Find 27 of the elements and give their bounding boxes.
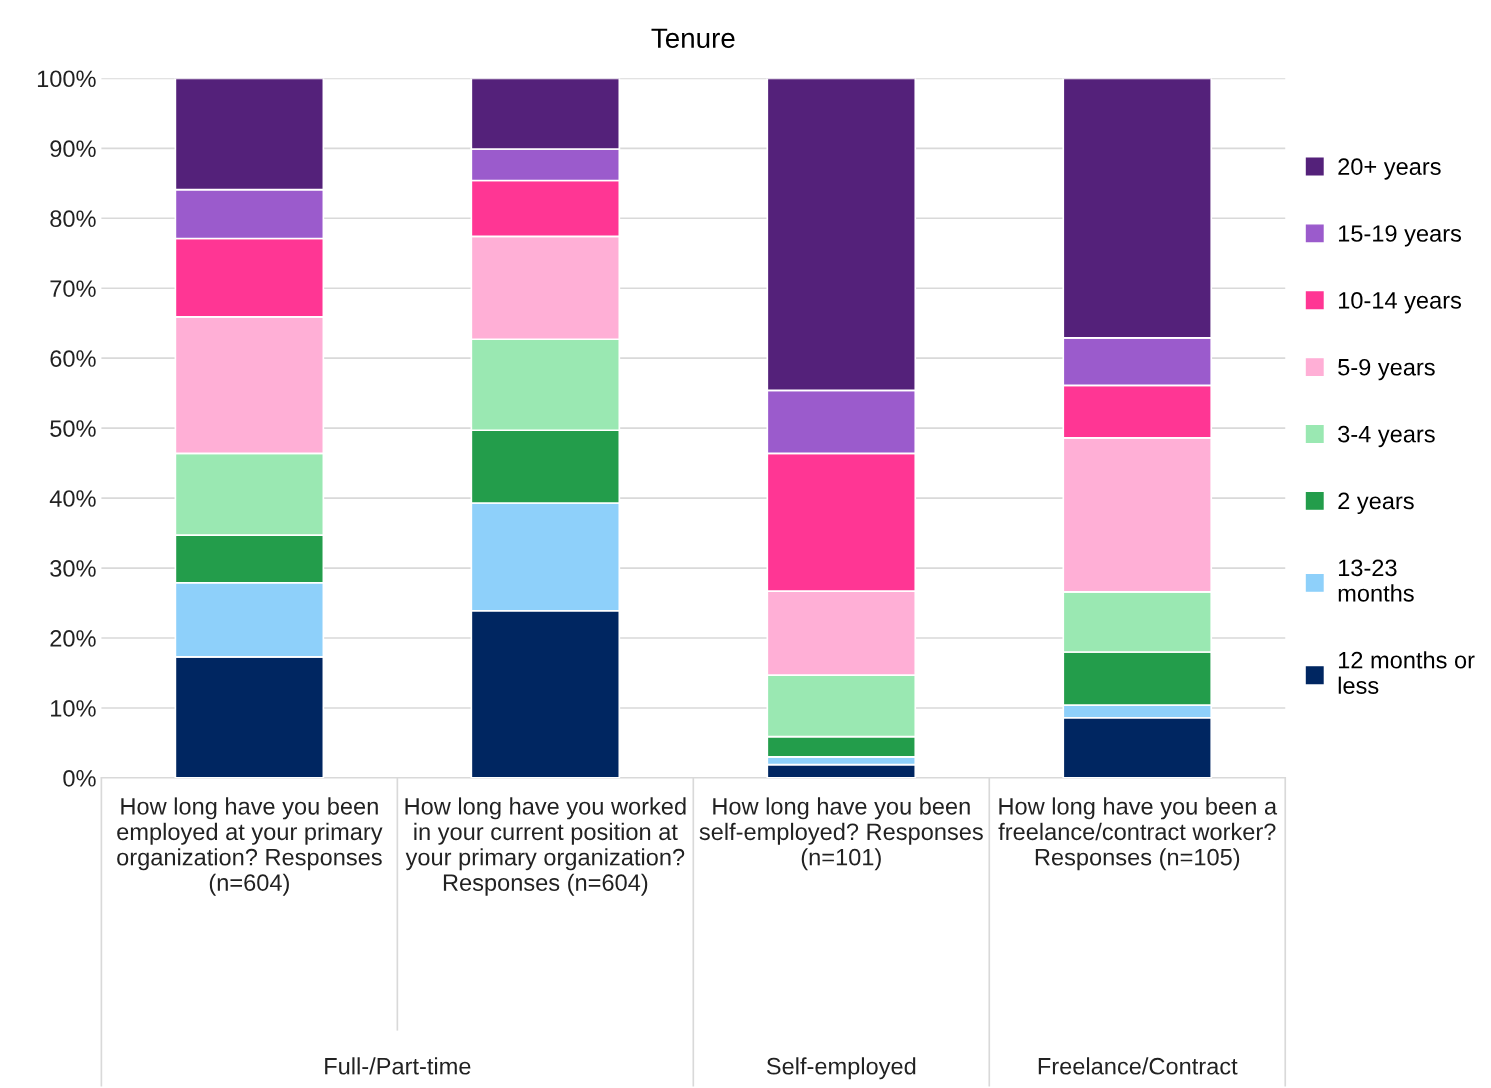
y-tick-label: 10% [51, 700, 96, 717]
y-tick-label: 70% [50, 280, 96, 297]
text: Full-/Part-time [325, 1057, 471, 1075]
y-tick-label: 50% [50, 420, 96, 437]
legend-label: 10-14 years [1338, 292, 1462, 314]
y-tick-label: 100% [37, 70, 96, 88]
y-tick-label: 0% [63, 769, 96, 787]
legend-label: 20+ years [1338, 158, 1441, 180]
text: Self-employed [766, 1057, 916, 1080]
legend-label: 2 years [1338, 492, 1414, 515]
y-tick-label: 20% [50, 630, 96, 647]
text: Freelance/Contract [1038, 1057, 1238, 1075]
x-tick-label: How long have you worked in your current position at your primary organization? Responses (n=604) [405, 797, 686, 896]
y-tick-label: 30% [50, 560, 96, 577]
y-tick-label: 80% [50, 210, 96, 228]
legend-label: 13-23 months [1338, 559, 1414, 602]
x-tick-label: How long have you been a freelance/contract worker? Responses (n=105) [998, 797, 1278, 871]
x-tick-label: How long have you been self-employed? Responses (n=101) [699, 797, 983, 871]
y-tick-label: 90% [50, 140, 96, 158]
legend-label: 5-9 years [1338, 358, 1435, 381]
y-tick-label: 40% [49, 490, 96, 507]
chart-title: Tenure [651, 28, 735, 49]
legend-label: 3-4 years [1338, 425, 1435, 448]
legend-label: 15-19 years [1338, 225, 1462, 247]
x-tick-label: How long have you been employed at your primary organization? Responses (n=604) [117, 797, 383, 896]
legend-label: 12 months or less [1338, 651, 1475, 694]
y-tick-label: 60% [50, 350, 96, 367]
